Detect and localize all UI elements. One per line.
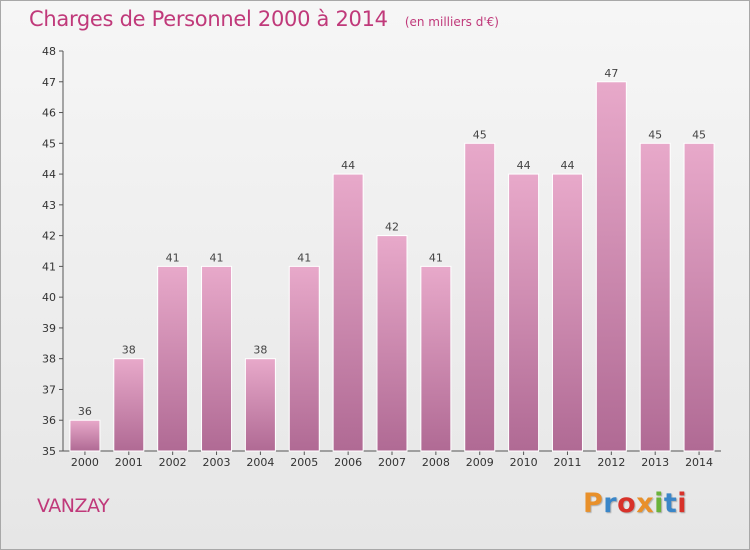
- commune-name: VANZAY: [37, 495, 110, 517]
- x-tick-label: 2014: [685, 456, 713, 469]
- logo-letter: o: [617, 488, 637, 519]
- x-tick-label: 2009: [466, 456, 494, 469]
- y-tick-label: 46: [42, 107, 56, 120]
- x-tick-label: 2000: [71, 456, 99, 469]
- chart-title: Charges de Personnel 2000 à 2014: [29, 7, 388, 31]
- bar-2004: [244, 358, 276, 452]
- x-tick-label: 2008: [422, 456, 450, 469]
- bar-2014: [683, 142, 715, 452]
- x-tick-label: 2001: [115, 456, 143, 469]
- bar-2005: [288, 265, 320, 452]
- x-tick-label: 2004: [246, 456, 274, 469]
- logo-letter: x: [636, 488, 655, 519]
- x-tick-label: 2002: [159, 456, 187, 469]
- y-tick-label: 35: [42, 445, 56, 458]
- value-label: 38: [122, 344, 136, 357]
- y-tick-label: 41: [42, 260, 56, 273]
- bar-2010: [508, 173, 540, 452]
- value-label: 41: [166, 251, 180, 264]
- value-label: 45: [648, 128, 662, 141]
- x-tick-label: 2006: [334, 456, 362, 469]
- chart-subtitle: (en milliers d'€): [404, 15, 499, 29]
- value-label: 47: [604, 67, 618, 80]
- bar-2013: [639, 142, 671, 452]
- value-label: 41: [297, 251, 311, 264]
- logo-letter: P: [583, 488, 604, 519]
- bar-2012: [595, 81, 627, 452]
- logo-letter: t: [663, 488, 678, 519]
- value-label: 38: [253, 344, 267, 357]
- logo-letter: i: [654, 488, 664, 519]
- logo-letter: i: [677, 488, 688, 519]
- bar-2011: [551, 173, 583, 452]
- bar-2008: [420, 265, 452, 452]
- y-tick-label: 45: [42, 137, 56, 150]
- y-tick-label: 40: [42, 291, 56, 304]
- bar-2007: [376, 235, 408, 452]
- bar-2009: [464, 142, 496, 452]
- title-row: Charges de Personnel 2000 à 2014 (en mil…: [29, 7, 499, 31]
- value-label: 44: [517, 159, 531, 172]
- bar-2000: [69, 419, 101, 452]
- value-label: 44: [341, 159, 355, 172]
- bar-2006: [332, 173, 364, 452]
- y-tick-label: 39: [42, 322, 56, 335]
- y-tick-label: 48: [42, 45, 56, 58]
- x-tick-label: 2005: [290, 456, 318, 469]
- y-tick-label: 47: [42, 76, 56, 89]
- value-label: 36: [78, 405, 92, 418]
- bar-2001: [113, 358, 145, 452]
- x-tick-label: 2012: [597, 456, 625, 469]
- x-tick-label: 2010: [510, 456, 538, 469]
- x-tick-label: 2003: [203, 456, 231, 469]
- y-tick-label: 36: [42, 414, 56, 427]
- bar-2003: [201, 265, 233, 452]
- y-tick-label: 42: [42, 230, 56, 243]
- value-label: 41: [429, 251, 443, 264]
- value-label: 45: [692, 128, 706, 141]
- value-label: 41: [210, 251, 224, 264]
- x-tick-label: 2007: [378, 456, 406, 469]
- y-tick-label: 38: [42, 353, 56, 366]
- bar-2002: [157, 265, 189, 452]
- value-label: 44: [560, 159, 574, 172]
- value-label: 45: [473, 128, 487, 141]
- y-tick-label: 37: [42, 383, 56, 396]
- x-tick-label: 2013: [641, 456, 669, 469]
- y-tick-label: 44: [42, 168, 56, 181]
- proxiti-logo: Proxiti: [583, 488, 687, 519]
- y-tick-label: 43: [42, 199, 56, 212]
- value-label: 42: [385, 221, 399, 234]
- x-tick-label: 2011: [553, 456, 581, 469]
- logo-letter: r: [603, 488, 618, 519]
